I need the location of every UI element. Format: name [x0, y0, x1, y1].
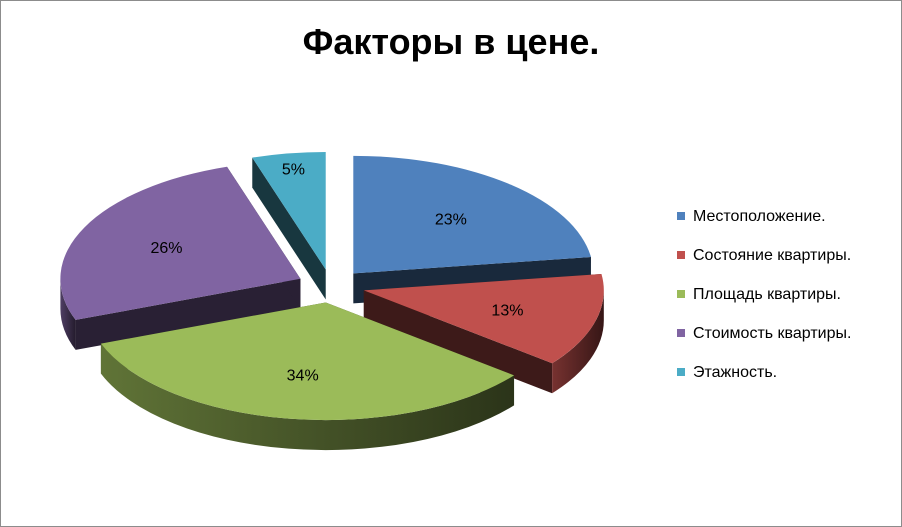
- legend-label: Этажность.: [693, 364, 778, 381]
- legend-label: Площадь квартиры.: [693, 286, 841, 303]
- legend-swatch: [677, 212, 685, 220]
- pie-slice-2: [363, 273, 604, 394]
- data-label-2: 13%: [491, 302, 523, 319]
- data-label-3: 34%: [287, 367, 319, 384]
- chart-title: Факторы в цене.: [302, 21, 600, 62]
- pie-slice-4: [60, 166, 301, 350]
- legend-swatch: [677, 251, 685, 259]
- legend-label: Стоимость квартиры.: [693, 325, 852, 342]
- legend-swatch: [677, 368, 685, 376]
- legend-label: Местоположение.: [693, 208, 826, 225]
- legend-label: Состояние квартиры.: [693, 247, 852, 264]
- pie-slice-5: [252, 151, 326, 300]
- legend-item-3: Площадь квартиры.: [677, 285, 851, 305]
- legend: Местоположение. Состояние квартиры. Площад…: [677, 207, 851, 402]
- legend-item-4: Стоимость квартиры.: [677, 324, 851, 344]
- pie-slice-3: [100, 302, 515, 451]
- legend-item-2: Состояние квартиры.: [677, 246, 851, 266]
- legend-swatch: [677, 290, 685, 298]
- data-label-1: 23%: [435, 211, 467, 228]
- legend-item-5: Этажность.: [677, 363, 851, 383]
- legend-item-1: Местоположение.: [677, 207, 851, 227]
- data-label-5: 5%: [282, 161, 305, 178]
- legend-swatch: [677, 329, 685, 337]
- data-label-4: 26%: [150, 240, 182, 257]
